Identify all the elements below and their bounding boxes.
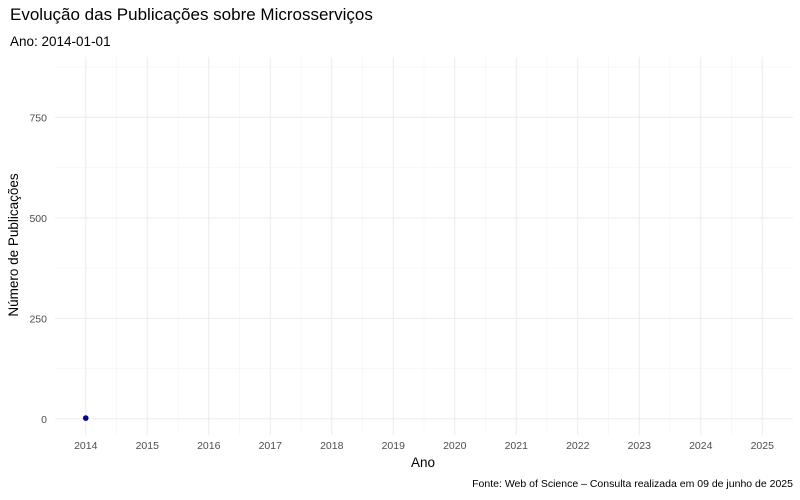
y-tick-label: 0 [41, 414, 47, 426]
x-tick-label: 2021 [505, 440, 529, 452]
x-axis-ticks: 2014 2015 2016 2017 2018 2019 2020 2021 2022 2023… [74, 440, 774, 452]
y-tick-label: 750 [29, 112, 47, 124]
y-tick-label: 500 [29, 213, 47, 225]
x-tick-label: 2014 [74, 440, 98, 452]
chart-title: Evolução das Publicações sobre Microsser… [10, 5, 373, 24]
x-tick-label: 2016 [197, 440, 221, 452]
x-tick-label: 2022 [566, 440, 590, 452]
x-tick-label: 2015 [136, 440, 160, 452]
chart-subtitle: Ano: 2014-01-01 [10, 34, 111, 49]
y-tick-label: 250 [29, 313, 47, 325]
chart-caption: Fonte: Web of Science – Consulta realiza… [472, 478, 793, 490]
y-axis-ticks: 0 250 500 750 [29, 112, 47, 426]
data-point [82, 415, 89, 421]
x-axis-title: Ano [411, 455, 435, 470]
x-tick-label: 2024 [689, 440, 713, 452]
grid-minor [55, 57, 793, 435]
x-tick-label: 2017 [259, 440, 283, 452]
y-axis-title: Número de Publicações [6, 173, 21, 317]
x-tick-label: 2025 [751, 440, 775, 452]
x-tick-label: 2020 [443, 440, 467, 452]
grid-major [55, 57, 793, 435]
data-points [82, 415, 89, 421]
x-tick-label: 2023 [628, 440, 652, 452]
x-tick-label: 2019 [382, 440, 406, 452]
x-tick-label: 2018 [320, 440, 344, 452]
